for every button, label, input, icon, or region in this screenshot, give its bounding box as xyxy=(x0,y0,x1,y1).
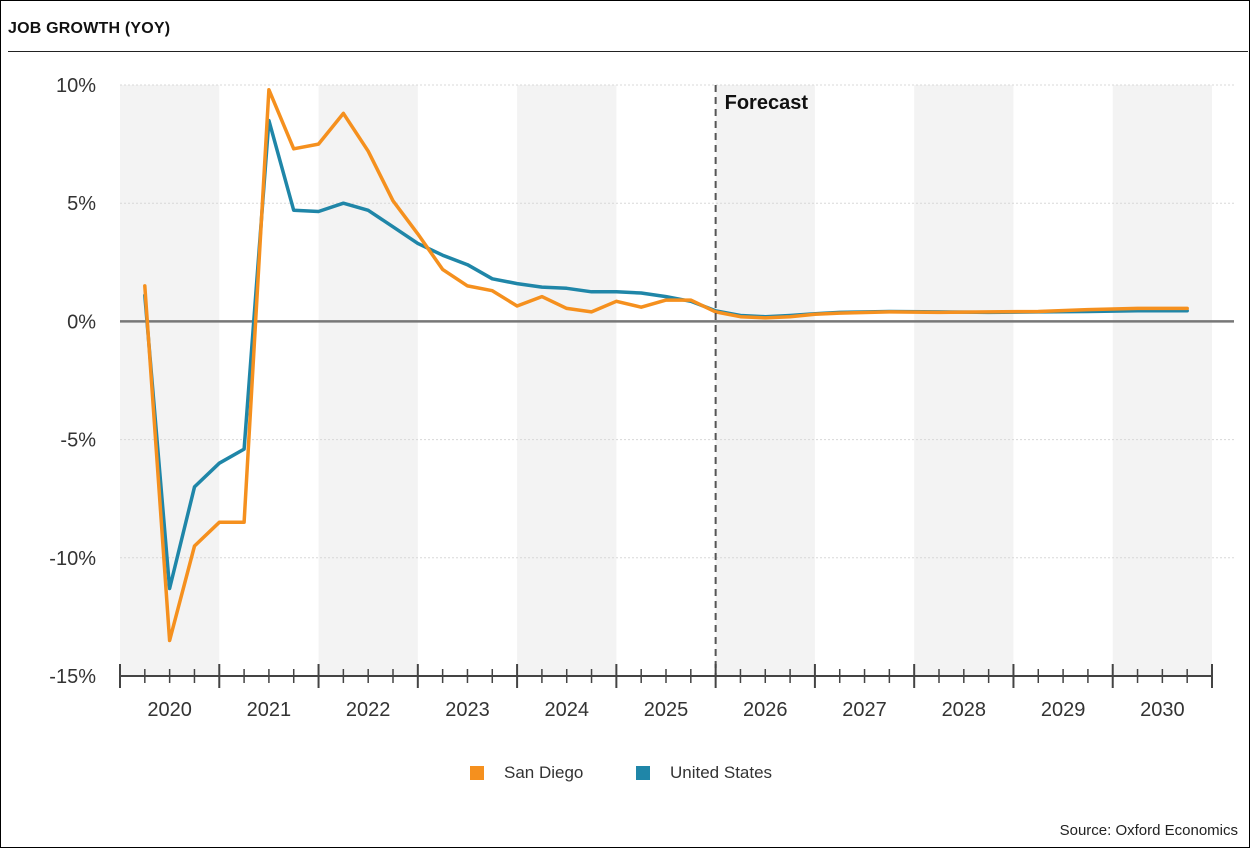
legend-item-united-states[interactable]: United States xyxy=(636,758,772,788)
y-tick-label--10: -10% xyxy=(49,548,96,570)
x-tick-label-2024: 2024 xyxy=(544,699,589,721)
y-tick-label-5: 5% xyxy=(67,193,96,215)
x-tick-label-2029: 2029 xyxy=(1041,699,1086,721)
legend-item-san-diego[interactable]: San Diego xyxy=(470,758,583,788)
y-tick-label-10: 10% xyxy=(56,75,96,97)
forecast-group: Forecast xyxy=(714,85,809,676)
series-line-united-states xyxy=(143,118,1189,591)
series-line-san-diego xyxy=(143,87,1189,643)
x-tick-label-2028: 2028 xyxy=(942,699,987,721)
year-band-2022 xyxy=(318,85,418,676)
gridlines xyxy=(120,84,1234,559)
x-axis: 2020 2021 2022 2023 2024 2025 2026 2027 2028 2029… xyxy=(119,664,1213,721)
chart-title: JOB GROWTH (YOY) xyxy=(8,20,171,37)
title-rule xyxy=(8,51,1248,52)
x-tick-label-2026: 2026 xyxy=(743,699,788,721)
year-band-2024 xyxy=(517,85,617,676)
x-tick-label-2027: 2027 xyxy=(842,699,887,721)
x-tick-label-2023: 2023 xyxy=(445,699,490,721)
year-band-2026 xyxy=(715,85,815,676)
legend-swatch-san-diego xyxy=(470,766,484,780)
year-band-2030 xyxy=(1112,85,1212,676)
year-band-2028 xyxy=(914,85,1014,676)
y-tick-labels: 10% 5% 0% -5% -10% -15% xyxy=(49,75,96,688)
legend: San Diego United States xyxy=(0,758,1252,788)
x-tick-label-2021: 2021 xyxy=(247,699,292,721)
y-tick-label--15: -15% xyxy=(49,666,96,688)
source-note: Source: Oxford Economics xyxy=(1059,822,1238,839)
series-lines xyxy=(143,87,1189,643)
x-tick-label-2020: 2020 xyxy=(147,699,192,721)
y-tick-label--5: -5% xyxy=(60,430,96,452)
forecast-label: Forecast xyxy=(725,92,809,114)
x-tick-label-2030: 2030 xyxy=(1140,699,1185,721)
x-tick-label-2025: 2025 xyxy=(644,699,689,721)
x-tick-label-2022: 2022 xyxy=(346,699,391,721)
y-tick-label-0: 0% xyxy=(67,311,96,333)
legend-swatch-united-states xyxy=(636,766,650,780)
legend-label-san-diego: San Diego xyxy=(504,763,584,782)
legend-label-united-states: United States xyxy=(670,763,773,782)
year-bands xyxy=(120,85,1212,676)
